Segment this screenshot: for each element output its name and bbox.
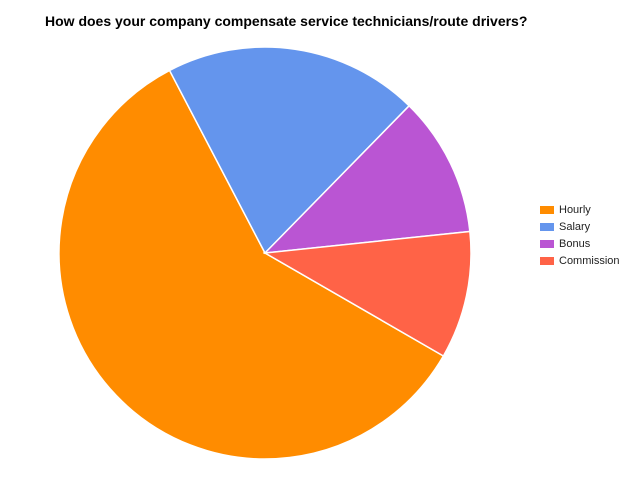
legend-swatch	[540, 240, 554, 248]
legend-swatch	[540, 206, 554, 214]
legend-label: Bonus	[559, 238, 591, 250]
pie-slice	[58, 69, 445, 460]
pie-slice	[262, 230, 472, 358]
legend-swatch	[540, 257, 554, 265]
pie-slice	[168, 46, 411, 255]
legend-swatch	[540, 223, 554, 231]
legend-label: Commission	[559, 255, 620, 267]
chart-title: How does your company compensate service…	[45, 13, 527, 29]
legend-label: Salary	[559, 221, 591, 233]
pie-slice	[263, 104, 471, 254]
legend-label: Hourly	[559, 204, 591, 216]
